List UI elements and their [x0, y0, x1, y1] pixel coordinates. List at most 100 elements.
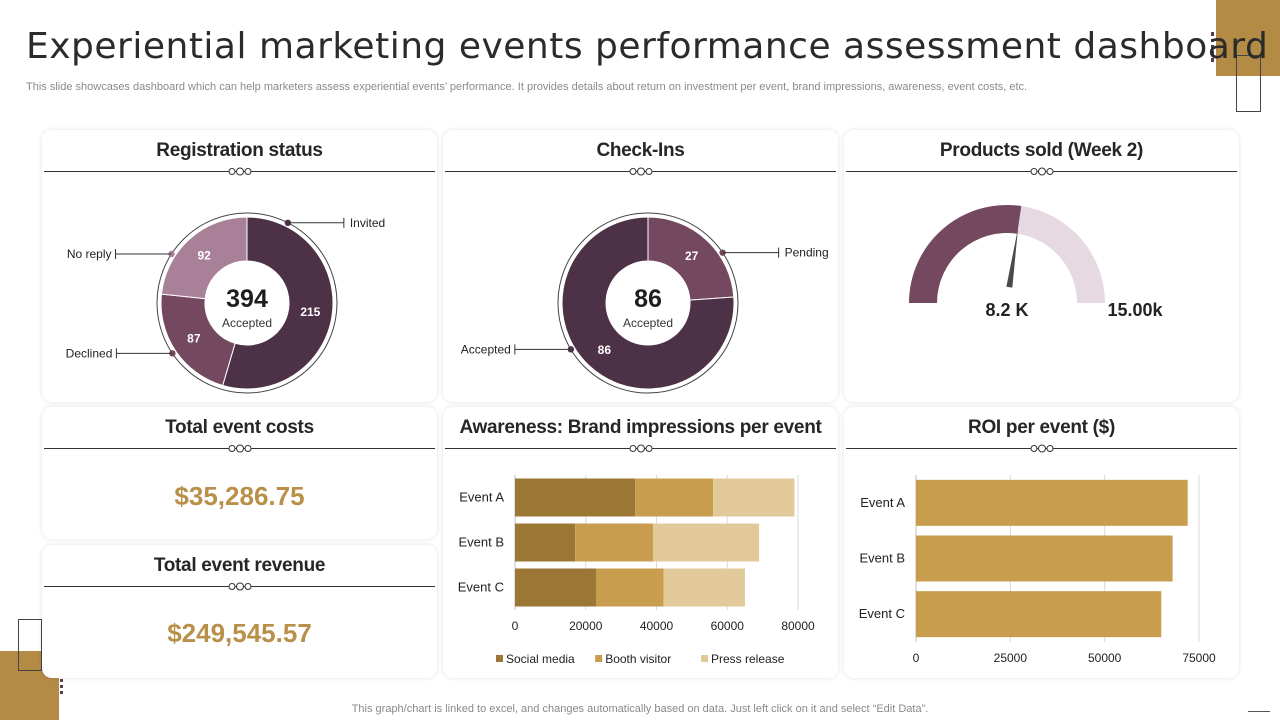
slice-value-label: 87: [187, 332, 201, 346]
bar-social-media: [515, 523, 576, 562]
callout-label: Declined: [66, 346, 113, 360]
dotted-accent-top-right: [1211, 32, 1214, 62]
legend-swatch: [496, 655, 503, 662]
card-title: Total event costs: [165, 417, 314, 438]
donut-center-value: 86: [634, 285, 662, 313]
corner-frame-bottom-left: [18, 619, 42, 671]
y-category-label: Event C: [859, 606, 905, 621]
divider-ornament-icon: [1021, 167, 1062, 176]
awareness-card[interactable]: Awareness: Brand impressions per event 0…: [443, 407, 838, 678]
products-sold-card[interactable]: Products sold (Week 2) 8.2 K 15.00k: [844, 130, 1239, 402]
card-title: Awareness: Brand impressions per event: [459, 417, 822, 438]
card-title: Products sold (Week 2): [939, 140, 1144, 161]
y-category-label: Event C: [458, 580, 504, 595]
card-title: ROI per event ($): [968, 417, 1115, 438]
callout-label: Invited: [350, 216, 385, 230]
footer-note: This graph/chart is linked to excel, and…: [351, 703, 929, 715]
callout-marker: [719, 249, 726, 256]
callout-label: No reply: [67, 247, 112, 261]
y-category-label: Event B: [859, 551, 905, 566]
donut-slice-pending: [647, 216, 735, 301]
total-event-revenue-card[interactable]: Total event revenue $249,545.57: [42, 545, 437, 678]
slice-value-label: 215: [300, 305, 320, 319]
divider-ornament-icon: [219, 444, 260, 453]
donut-center-label: Accepted: [623, 316, 673, 330]
bar-roi: [916, 535, 1173, 582]
gauge-track: [1017, 206, 1105, 303]
callout-label: Pending: [785, 246, 829, 260]
registration-status-card[interactable]: Registration status 215 87 92 394 Accepted In…: [42, 130, 437, 402]
donut-slice-no-reply: [160, 216, 248, 300]
bar-press-release: [713, 478, 795, 517]
bar-booth-visitor: [596, 568, 664, 607]
legend-swatch: [595, 655, 603, 662]
legend-label: Press release: [711, 652, 785, 666]
bar-press-release: [663, 568, 745, 607]
donut-hole: [208, 264, 286, 342]
y-category-label: Event A: [459, 490, 504, 505]
total-event-costs-card[interactable]: Total event costs $35,286.75: [42, 407, 437, 539]
corner-decoration-top-right: [1216, 0, 1280, 76]
bar-social-media: [515, 478, 636, 517]
x-tick-label: 20000: [569, 619, 603, 633]
legend-label: Booth visitor: [605, 652, 671, 666]
divider-ornament-icon: [219, 582, 260, 591]
x-tick-label: 40000: [640, 619, 674, 633]
card-title: Total event revenue: [153, 555, 326, 576]
x-tick-label: 25000: [994, 651, 1028, 665]
x-tick-label: 0: [512, 619, 519, 633]
donut-slice-accepted: [561, 216, 735, 390]
divider-ornament-icon: [620, 444, 661, 453]
corner-line-bottom-right: [1248, 711, 1270, 712]
gauge-value-label: 8.2 K: [985, 300, 1028, 320]
gauge-needle: [1006, 227, 1019, 288]
gauge-max-label: 15.00k: [1107, 300, 1163, 320]
check-ins-donut-chart: 27 86 86 Accepted Pending Accepted: [461, 212, 829, 394]
divider-ornament-icon: [219, 167, 260, 176]
dotted-accent-bottom-left: [60, 662, 63, 694]
slice-value-label: 92: [197, 248, 211, 262]
callout-label: Accepted: [461, 342, 511, 356]
page-subtitle: This slide showcases dashboard which can…: [26, 81, 1028, 93]
donut-outer-ring: [156, 212, 338, 394]
bar-social-media: [515, 568, 597, 607]
corner-frame-top-right: [1236, 55, 1261, 112]
legend-swatch: [701, 655, 708, 662]
roi-card[interactable]: ROI per event ($) 0 25000 50000 75000 Event …: [844, 407, 1239, 678]
bar-booth-visitor: [635, 478, 714, 517]
total-event-costs-value: $35,286.75: [174, 481, 305, 511]
bar-roi: [916, 479, 1188, 526]
roi-bar-chart: 0 25000 50000 75000 Event A Event B Event C: [859, 475, 1216, 665]
total-event-revenue-value: $249,545.57: [167, 618, 312, 648]
check-ins-card[interactable]: Check-Ins 27 86 86 Accepted Pending Accepted: [443, 130, 838, 402]
donut-center-value: 394: [226, 285, 268, 313]
x-tick-label: 60000: [711, 619, 745, 633]
products-sold-gauge-chart: 8.2 K 15.00k: [909, 205, 1164, 320]
donut-outer-ring: [557, 212, 739, 394]
slice-value-label: 86: [598, 343, 612, 357]
y-category-label: Event A: [860, 495, 905, 510]
donut-center-label: Accepted: [222, 316, 272, 330]
donut-hole: [609, 264, 687, 342]
divider-ornament-icon: [1021, 444, 1062, 453]
registration-donut-chart: 215 87 92 394 Accepted Invited Declined No repl…: [66, 212, 385, 394]
legend-label: Social media: [506, 652, 575, 666]
bar-booth-visitor: [575, 523, 653, 562]
card-title: Check-Ins: [596, 140, 685, 161]
divider-ornament-icon: [620, 167, 661, 176]
card-title: Registration status: [156, 140, 323, 161]
bar-press-release: [652, 523, 760, 562]
page-title: Experiential marketing events performanc…: [26, 26, 1269, 67]
x-tick-label: 50000: [1088, 651, 1122, 665]
callout-marker: [567, 346, 575, 353]
y-category-label: Event B: [458, 535, 504, 550]
brand-impressions-bar-chart: 0 20000 40000 60000 80000 Event A Event B Event…: [458, 475, 815, 666]
x-tick-label: 80000: [781, 619, 815, 633]
x-tick-label: 75000: [1182, 651, 1216, 665]
donut-slice-invited: [222, 216, 334, 390]
bar-roi: [916, 591, 1162, 638]
slice-value-label: 27: [685, 249, 699, 263]
x-tick-label: 0: [913, 651, 920, 665]
gauge-fill: [909, 205, 1022, 303]
callout-marker: [284, 219, 292, 227]
